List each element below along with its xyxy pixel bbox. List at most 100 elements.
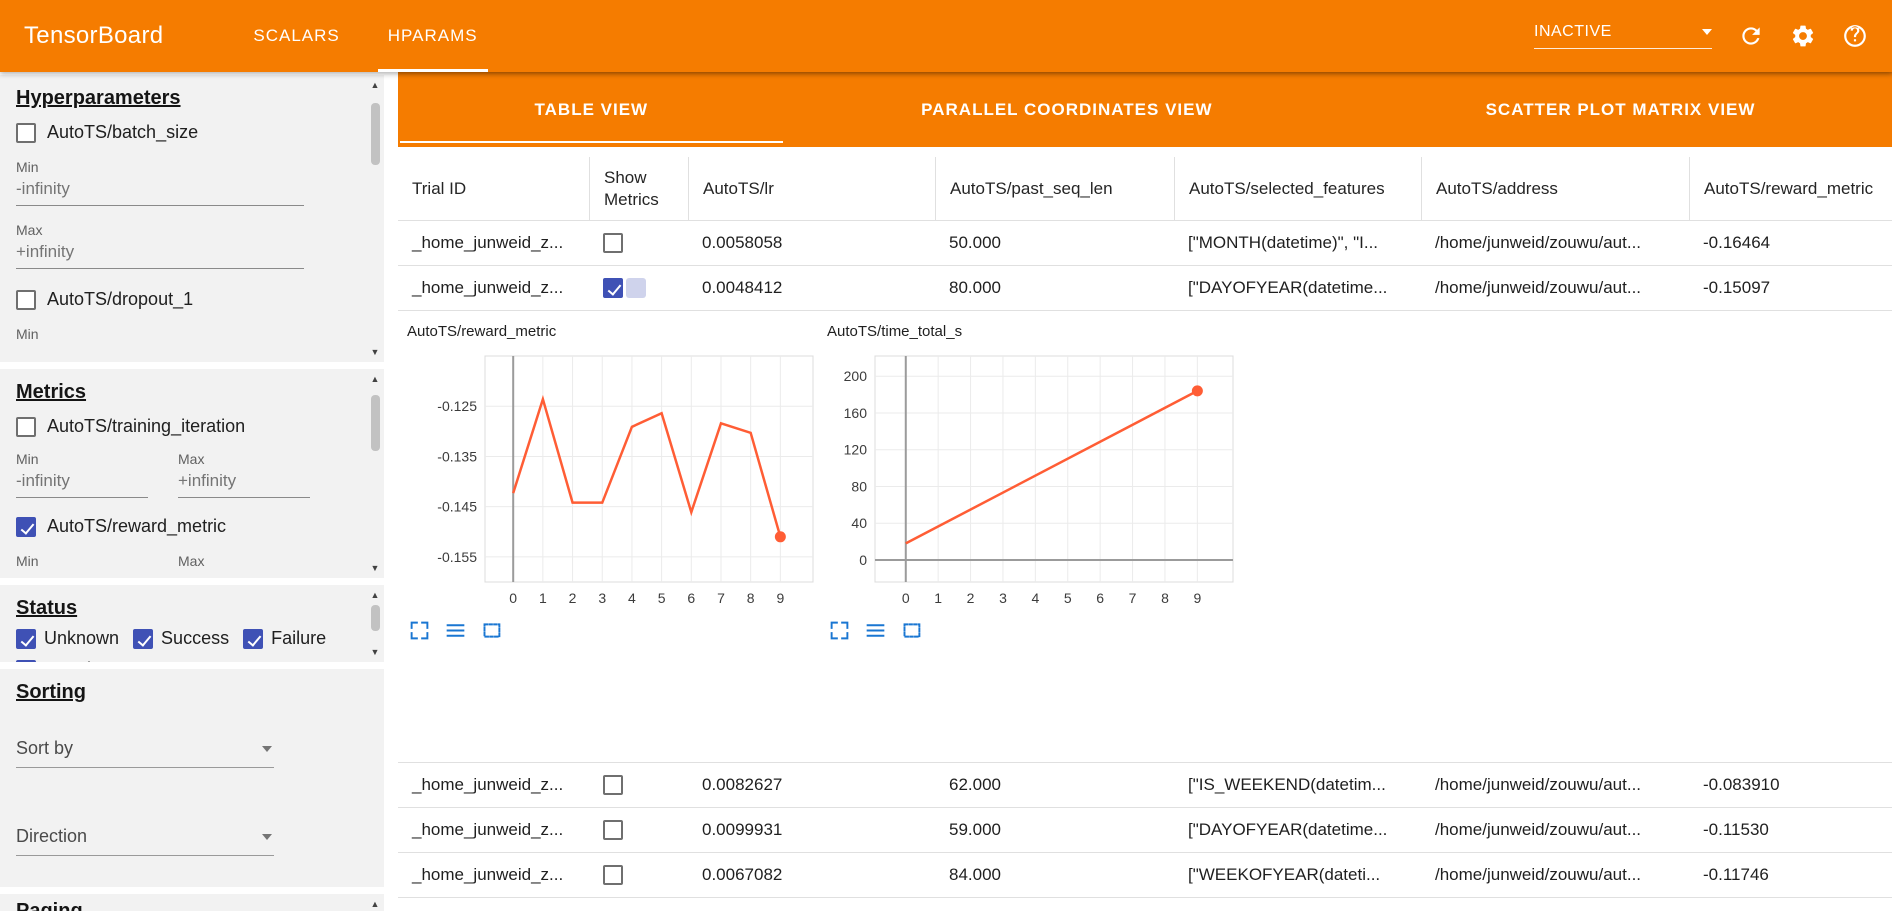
show-metrics-checkbox[interactable]: [603, 865, 623, 885]
show-metrics-cell: [589, 221, 688, 265]
column-header-reward-metric: AutoTS/reward_metric: [1689, 157, 1892, 220]
chart-toolbar: [407, 620, 827, 641]
status-checkbox[interactable]: [133, 629, 153, 649]
scroll-down-icon[interactable]: ▼: [368, 646, 382, 658]
top-nav-tabs: SCALARS HPARAMS: [229, 0, 501, 72]
svg-text:9: 9: [776, 590, 784, 606]
hparam-checkbox[interactable]: [16, 290, 36, 310]
tab-parallel-coordinates-view[interactable]: PARALLEL COORDINATES VIEW: [785, 72, 1349, 147]
hyperparameters-section: Hyperparameters AutoTS/batch_size Min Ma…: [0, 75, 384, 362]
min-max-fields: Min Max: [16, 441, 368, 498]
max-input[interactable]: [16, 238, 304, 269]
min-input[interactable]: [16, 175, 304, 206]
run-status-selector[interactable]: INACTIVE: [1534, 23, 1712, 49]
trial-id-cell: _home_junweid_z...: [398, 221, 589, 265]
tab-scalars-label: SCALARS: [253, 26, 339, 46]
scroll-up-icon[interactable]: ▲: [368, 898, 382, 910]
section-scrollbar: ▲ ▼: [368, 587, 382, 660]
reward-metric-chart-block: AutoTS/reward_metric -0.125-0.135-0.145-…: [407, 323, 827, 762]
reward-metric-cell: -0.11746: [1689, 853, 1892, 897]
chevron-down-icon: [262, 834, 272, 840]
show-metrics-cell: [589, 763, 688, 807]
sorting-heading: Sorting: [16, 681, 368, 704]
metric-checkbox[interactable]: [16, 517, 36, 537]
scroll-down-icon[interactable]: ▼: [368, 346, 382, 358]
column-header-trial-id: Trial ID: [398, 157, 589, 220]
lr-cell: 0.0048412: [688, 266, 935, 310]
expand-chart-icon[interactable]: [409, 620, 430, 641]
max-input[interactable]: [178, 467, 310, 498]
scroll-up-icon[interactable]: ▲: [368, 79, 382, 91]
past-seq-len-cell: 80.000: [935, 266, 1174, 310]
selected-features-cell: ["DAYOFYEAR(datetime...: [1174, 266, 1421, 310]
tab-hparams[interactable]: HPARAMS: [364, 0, 502, 72]
svg-text:7: 7: [1129, 590, 1137, 606]
show-data-icon[interactable]: [865, 620, 886, 641]
svg-text:5: 5: [1064, 590, 1072, 606]
status-label: Unknown: [44, 628, 119, 649]
show-metrics-checkbox[interactable]: [603, 278, 623, 298]
help-icon[interactable]: [1842, 23, 1868, 49]
time-total-line-chart: 040801201602000123456789: [827, 348, 1247, 612]
scroll-down-icon[interactable]: ▼: [368, 562, 382, 574]
time-total-chart-block: AutoTS/time_total_s 04080120160200012345…: [827, 323, 1247, 762]
table-rows-top: _home_junweid_z...0.005805850.000["MONTH…: [398, 221, 1892, 311]
column-header-show-metrics: Show Metrics: [589, 157, 688, 220]
table-row: _home_junweid_z...0.009993159.000["DAYOF…: [398, 808, 1892, 853]
scroll-up-icon[interactable]: ▲: [368, 373, 382, 385]
metric-item-reward-metric: AutoTS/reward_metric: [16, 516, 368, 537]
show-metrics-checkbox[interactable]: [603, 775, 623, 795]
scroll-up-icon[interactable]: ▲: [368, 589, 382, 601]
status-filter-item: Unknown: [16, 628, 119, 649]
tab-scalars[interactable]: SCALARS: [229, 0, 363, 72]
expand-chart-icon[interactable]: [829, 620, 850, 641]
status-filter-item: Running: [16, 659, 111, 662]
min-input[interactable]: [16, 467, 148, 498]
region-select-icon[interactable]: [481, 620, 502, 641]
sorting-section: Sorting Sort by Direction: [0, 669, 384, 887]
status-checkbox[interactable]: [16, 660, 36, 663]
app-title: TensorBoard: [24, 22, 163, 50]
svg-text:8: 8: [1161, 590, 1169, 606]
svg-text:6: 6: [687, 590, 695, 606]
scrollbar-thumb[interactable]: [371, 103, 380, 165]
refresh-icon[interactable]: [1738, 23, 1764, 49]
tab-scatter-plot-matrix-view[interactable]: SCATTER PLOT MATRIX VIEW: [1349, 72, 1892, 147]
svg-text:9: 9: [1193, 590, 1201, 606]
status-label: Success: [161, 628, 229, 649]
section-scrollbar: ▲ ▼: [368, 77, 382, 360]
show-metrics-checkbox[interactable]: [603, 820, 623, 840]
sort-by-select[interactable]: Sort by: [16, 730, 274, 768]
status-checkbox[interactable]: [243, 629, 263, 649]
max-label: Max: [178, 451, 310, 467]
show-data-icon[interactable]: [445, 620, 466, 641]
min-max-fields: Min Max: [16, 541, 368, 569]
column-header-address: AutoTS/address: [1421, 157, 1689, 220]
scrollbar-thumb[interactable]: [371, 605, 380, 631]
tab-table-view[interactable]: TABLE VIEW: [398, 72, 785, 147]
chart-title: AutoTS/time_total_s: [827, 323, 1247, 340]
status-heading: Status: [16, 597, 368, 620]
sort-by-value: Sort by: [16, 738, 73, 759]
settings-gear-icon[interactable]: [1790, 23, 1816, 49]
selected-features-cell: ["WEEKOFYEAR(dateti...: [1174, 853, 1421, 897]
status-checkbox[interactable]: [16, 629, 36, 649]
svg-text:0: 0: [859, 552, 867, 568]
scrollbar-thumb[interactable]: [371, 395, 380, 451]
svg-text:-0.135: -0.135: [437, 448, 477, 464]
page-content: Hyperparameters AutoTS/batch_size Min Ma…: [0, 72, 1892, 911]
region-select-icon[interactable]: [901, 620, 922, 641]
show-metrics-cell: [589, 808, 688, 852]
reward-metric-cell: -0.16464: [1689, 221, 1892, 265]
reward-metric-cell: -0.15097: [1689, 266, 1892, 310]
filter-sidebar: Hyperparameters AutoTS/batch_size Min Ma…: [0, 72, 398, 911]
svg-text:4: 4: [1031, 590, 1039, 606]
direction-select[interactable]: Direction: [16, 818, 274, 856]
status-label: Running: [44, 659, 111, 662]
hparam-checkbox[interactable]: [16, 123, 36, 143]
direction-value: Direction: [16, 826, 87, 847]
metric-checkbox[interactable]: [16, 417, 36, 437]
trial-id-cell: _home_junweid_z...: [398, 853, 589, 897]
metric-item-training-iteration: AutoTS/training_iteration: [16, 416, 368, 437]
show-metrics-checkbox[interactable]: [603, 233, 623, 253]
